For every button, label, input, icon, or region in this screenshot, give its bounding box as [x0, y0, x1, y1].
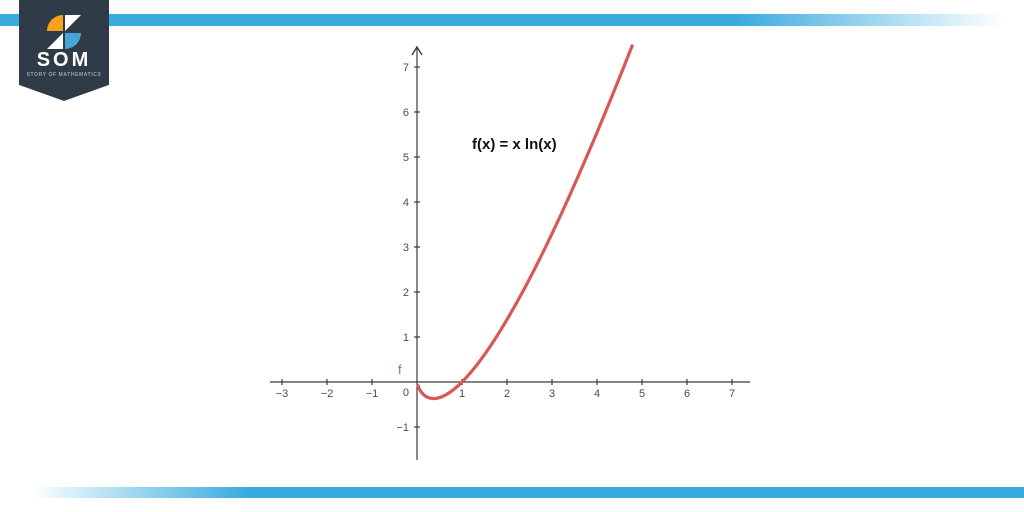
pinwheel-blue-quarter	[65, 33, 81, 49]
x-tick-label: 5	[639, 388, 645, 400]
bottom-brand-stripe	[0, 487, 1024, 498]
x-tick-label: 3	[549, 388, 555, 400]
y-tick-label: 2	[403, 287, 409, 299]
x-tick-label: 4	[594, 388, 600, 400]
curve-f	[416, 44, 634, 401]
x-tick-label: 6	[684, 388, 690, 400]
logo-subtext: STORY OF MATHEMATICS	[26, 72, 102, 78]
y-tick-label: 5	[403, 152, 409, 164]
som-pinwheel-icon	[47, 15, 81, 49]
function-equation-label: f(x) = x ln(x)	[472, 136, 557, 153]
y-tick-label: 4	[403, 197, 409, 209]
som-logo-badge: SOM STORY OF MATHEMATICS	[19, 0, 109, 101]
y-tick-label: 7	[403, 62, 409, 74]
x-tick-label: 7	[729, 388, 735, 400]
y-tick-label: 3	[403, 242, 409, 254]
curve-f-label: f	[398, 362, 402, 377]
x-tick-label: 2	[504, 388, 510, 400]
pinwheel-orange-quarter	[47, 15, 63, 31]
x-tick-label: −1	[366, 388, 379, 400]
x-tick-label: −2	[321, 388, 334, 400]
pinwheel-white-triangle-bottom	[47, 33, 63, 49]
logo-text: SOM	[36, 49, 92, 71]
y-axis-arrowhead	[411, 45, 423, 56]
pinwheel-white-triangle-top	[65, 15, 81, 31]
x-tick-label: 1	[459, 388, 465, 400]
y-tick-label: 1	[403, 332, 409, 344]
y-tick-label: −1	[396, 422, 409, 434]
y-tick-label: 6	[403, 107, 409, 119]
top-brand-stripe	[0, 14, 1024, 26]
x-tick-label: −3	[276, 388, 289, 400]
origin-label: 0	[403, 387, 409, 399]
